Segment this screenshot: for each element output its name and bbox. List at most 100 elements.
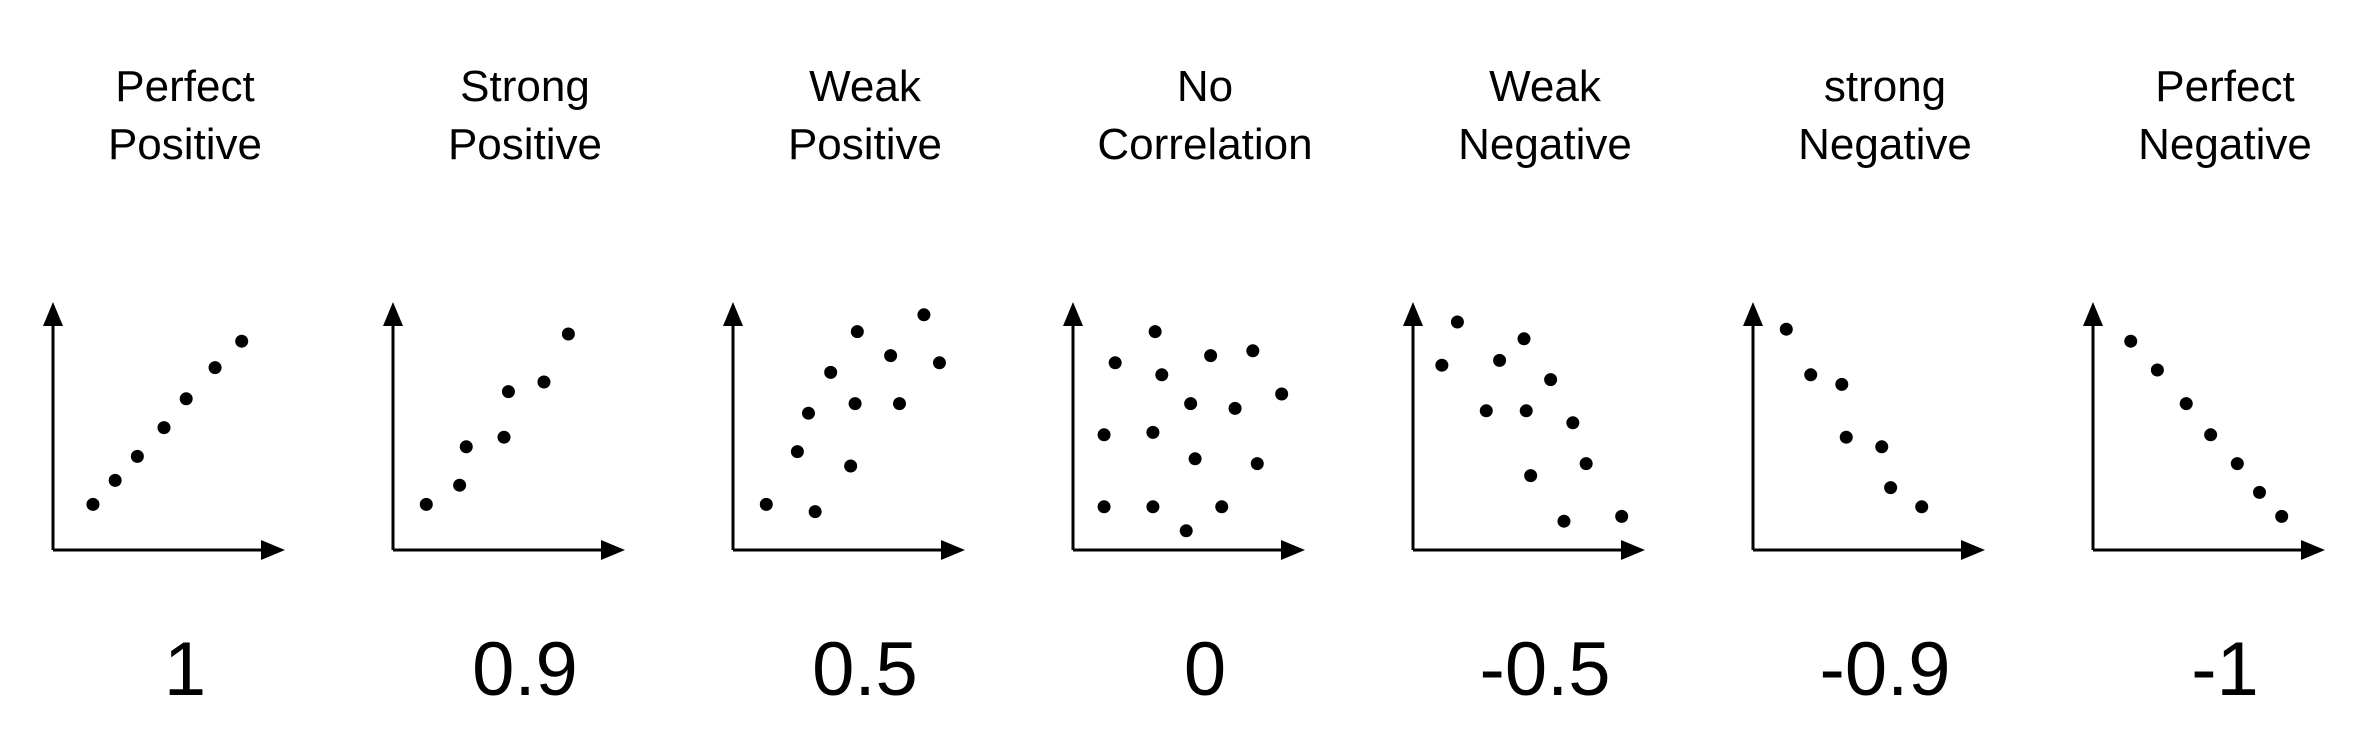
scatter-point	[537, 375, 551, 389]
panel-title-line: Positive	[447, 120, 603, 169]
scatter-point	[2124, 334, 2138, 348]
scatter-point	[1148, 325, 1162, 339]
scatter-point	[932, 356, 946, 370]
scatter-point	[1097, 500, 1111, 514]
correlation-coefficient: -1	[2191, 627, 2259, 712]
correlation-coefficient: -0.9	[1819, 627, 1951, 712]
correlation-panel: No Correlation 0	[1035, 0, 1375, 754]
correlation-panel: Perfect Negative -1	[2055, 0, 2375, 754]
scatter-point	[844, 459, 858, 473]
y-axis-arrowhead	[1743, 302, 1763, 326]
scatter-point	[1450, 315, 1464, 329]
scatter-plot	[1403, 302, 1645, 560]
scatter-point	[893, 397, 906, 411]
scatter-point	[1524, 469, 1538, 483]
panel-title-line: Correlation	[1097, 120, 1313, 169]
panel-title: Strong Positive	[355, 58, 695, 174]
scatter-point	[1479, 404, 1493, 418]
scatter-point	[1579, 457, 1593, 471]
scatter-point	[108, 473, 122, 487]
x-axis-arrowhead	[1281, 540, 1305, 560]
scatter-point	[157, 421, 171, 435]
scatter-point	[1835, 377, 1849, 391]
scatter-point	[497, 430, 511, 444]
scatter-point	[561, 327, 575, 341]
y-axis-arrowhead	[383, 302, 403, 326]
panel-title-line: Strong	[460, 62, 590, 111]
panel-title: Perfect Positive	[15, 58, 355, 174]
scatter-point	[1615, 509, 1629, 523]
scatter-point	[824, 365, 838, 379]
scatter-point	[2150, 363, 2164, 377]
scatter-point	[1435, 358, 1449, 372]
correlation-panel: Weak Negative -0.5	[1375, 0, 1715, 754]
panel-title-line: Perfect	[2155, 62, 2295, 111]
scatter-plot	[2083, 302, 2325, 560]
scatter-point	[884, 349, 898, 363]
scatter-plot	[723, 302, 965, 560]
scatter-plot	[383, 302, 625, 560]
scatter-point	[2275, 509, 2289, 523]
panel-title: Perfect Negative	[2055, 58, 2375, 174]
x-axis-arrowhead	[941, 540, 965, 560]
scatter-point	[759, 497, 773, 511]
scatter-point	[1517, 332, 1531, 346]
scatter-plot	[1743, 302, 1985, 560]
scatter-point	[1875, 440, 1889, 454]
scatter-plot	[43, 302, 285, 560]
correlation-panel: strong Negative -0.9	[1715, 0, 2055, 754]
panel-title: strong Negative	[1715, 58, 2055, 174]
scatter-point	[1184, 397, 1198, 411]
scatter-point	[419, 497, 433, 511]
scatter-point	[1250, 457, 1264, 471]
scatter-point	[1519, 404, 1533, 418]
correlation-panel: Weak Positive 0.5	[695, 0, 1035, 754]
x-axis-arrowhead	[601, 540, 625, 560]
panel-title-line: Negative	[1798, 120, 1972, 169]
correlation-coefficient: 0.9	[472, 627, 578, 712]
scatter-point	[1215, 500, 1229, 514]
scatter-point	[801, 406, 815, 420]
scatter-point	[1188, 452, 1202, 466]
scatter-point	[501, 385, 515, 399]
panel-title-line: Perfect	[115, 62, 255, 111]
panel-title-line: Negative	[2138, 120, 2312, 169]
scatter-point	[1493, 353, 1507, 367]
scatter-point	[1839, 430, 1853, 444]
panel-title-line: Positive	[787, 120, 943, 169]
scatter-point	[1155, 368, 1169, 382]
correlation-panel: Strong Positive 0.9	[355, 0, 695, 754]
scatter-point	[1146, 425, 1160, 439]
panel-title-line: No	[1176, 62, 1234, 111]
scatter-point	[86, 497, 100, 511]
scatter-point	[1108, 356, 1122, 370]
panel-title-line: Positive	[107, 120, 263, 169]
scatter-point	[2204, 428, 2218, 442]
scatter-point	[1884, 481, 1898, 495]
scatter-point	[453, 478, 467, 492]
scatter-point	[1804, 368, 1818, 382]
correlation-coefficient: 0	[1183, 627, 1227, 712]
scatter-point	[808, 505, 822, 519]
correlation-coefficient: 0.5	[812, 627, 918, 712]
scatter-point	[1228, 401, 1242, 415]
scatter-plot	[1063, 302, 1305, 560]
scatter-point	[1915, 500, 1929, 514]
y-axis-arrowhead	[2083, 302, 2103, 326]
scatter-point	[2253, 485, 2266, 499]
correlation-coefficient: 1	[163, 627, 207, 712]
x-axis-arrowhead	[1621, 540, 1645, 560]
y-axis-arrowhead	[43, 302, 63, 326]
x-axis-arrowhead	[1961, 540, 1985, 560]
scatter-point	[179, 392, 193, 406]
scatter-point	[848, 397, 862, 411]
panel-title-line: Weak	[1489, 62, 1601, 111]
y-axis-arrowhead	[1063, 302, 1083, 326]
panel-title-line: strong	[1823, 62, 1947, 111]
correlation-panel: Perfect Positive 1	[15, 0, 355, 754]
scatter-point	[1779, 322, 1793, 336]
y-axis-arrowhead	[1403, 302, 1423, 326]
panel-title-line: Weak	[809, 62, 921, 111]
scatter-point	[235, 334, 249, 348]
